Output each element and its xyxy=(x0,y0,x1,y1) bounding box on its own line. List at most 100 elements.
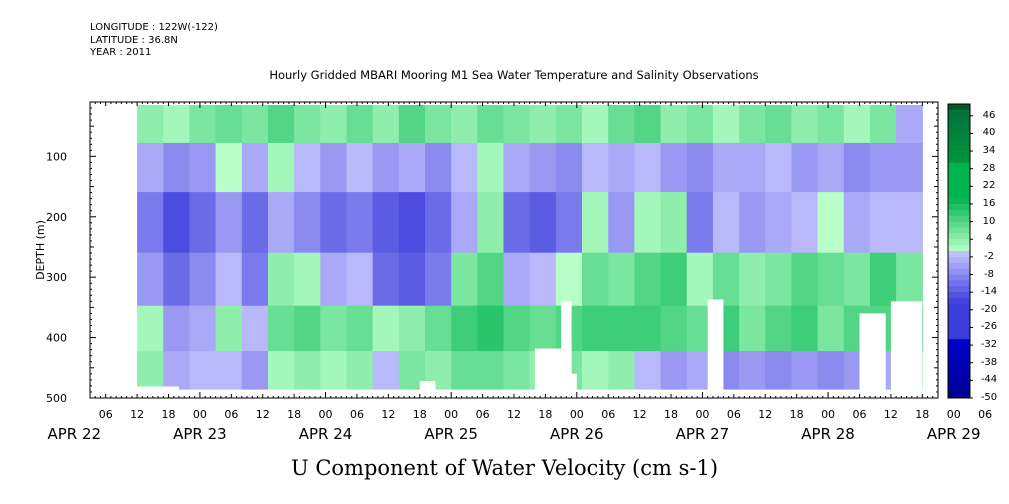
x-tick-label: 06 xyxy=(224,408,238,421)
colorbar-bin xyxy=(948,245,970,252)
heatmap-cell xyxy=(608,192,635,254)
heatmap-cell xyxy=(843,142,871,193)
colorbar-tick-label: 46 xyxy=(982,109,996,121)
heatmap-cell xyxy=(739,351,766,390)
colorbar-bin xyxy=(948,115,970,123)
heatmap-cell xyxy=(608,305,635,352)
heatmap-cell xyxy=(686,105,714,144)
heatmap-cell xyxy=(503,351,531,390)
x-tick-label: 18 xyxy=(538,408,552,421)
heatmap-cell xyxy=(896,142,923,193)
day-label: APR 28 xyxy=(801,425,855,443)
x-tick-label: 18 xyxy=(790,408,804,421)
x-tick-label: 00 xyxy=(319,408,333,421)
colorbar-bin xyxy=(948,380,970,387)
x-tick-label: 12 xyxy=(381,408,395,421)
heatmap-cell xyxy=(294,192,321,254)
x-tick-label: 12 xyxy=(758,408,772,421)
heatmap-cell xyxy=(712,142,740,193)
heatmap-cell xyxy=(241,351,269,390)
heatmap-cell xyxy=(346,351,374,390)
colorbar-tick-label: -50 xyxy=(980,392,998,403)
x-tick-label: 12 xyxy=(256,408,270,421)
missing-data-region xyxy=(707,299,724,398)
heatmap-cell xyxy=(660,252,688,307)
heatmap-cell xyxy=(451,142,478,193)
heatmap-cell xyxy=(608,351,635,390)
colorbar-bin xyxy=(948,145,970,152)
heatmap-cell xyxy=(163,252,191,307)
y-tick-label: 100 xyxy=(46,150,67,163)
heatmap-cell xyxy=(712,105,740,144)
heatmap-cell xyxy=(791,105,819,144)
missing-data-region xyxy=(1006,376,1009,398)
heatmap-cell xyxy=(817,252,845,307)
day-label: APR 23 xyxy=(173,425,227,443)
metadata-block: LONGITUDE : 122W(-122) LATITUDE : 36.8N … xyxy=(90,22,218,60)
heatmap-cell xyxy=(791,142,819,193)
heatmap-cell xyxy=(241,192,269,254)
missing-data-regions xyxy=(137,299,1009,398)
missing-data-region xyxy=(137,386,179,398)
y-tick-label: 400 xyxy=(46,332,67,345)
colorbar-bin xyxy=(948,298,970,305)
heatmap-cell xyxy=(137,142,164,193)
heatmap-cell xyxy=(137,305,164,352)
colorbar-bin xyxy=(948,233,970,240)
colorbar-tick-label: -20 xyxy=(980,303,998,315)
colorbar-bin xyxy=(948,262,970,270)
heatmap-cell xyxy=(870,142,897,193)
heatmap-cell xyxy=(817,305,845,352)
x-tick-label: 00 xyxy=(444,408,458,421)
heatmap-cell xyxy=(608,105,635,144)
heatmap-cell xyxy=(425,305,452,352)
x-tick-label: 00 xyxy=(193,408,207,421)
heatmap-cell xyxy=(163,105,191,144)
x-tick-label: 18 xyxy=(162,408,176,421)
heatmap-cell xyxy=(739,305,766,352)
heatmap-cell xyxy=(712,192,740,254)
colorbar-bin xyxy=(948,127,970,134)
colorbar-tick-label: 28 xyxy=(982,162,996,174)
heatmap-cell xyxy=(791,305,819,352)
x-tick-label: 00 xyxy=(695,408,709,421)
colorbar-tick-label: 10 xyxy=(982,215,996,227)
heatmap-cell xyxy=(555,142,583,193)
heatmap-cell xyxy=(608,252,635,307)
heatmap-cell xyxy=(163,142,191,193)
heatmap-cell xyxy=(189,192,217,254)
heatmap-cell xyxy=(294,252,321,307)
heatmap-cell xyxy=(320,252,348,307)
day-label: APR 22 xyxy=(47,425,101,443)
heatmap-cell xyxy=(739,192,766,254)
heatmap-cell xyxy=(268,351,295,390)
heatmap-cell xyxy=(137,105,164,144)
heatmap-cell xyxy=(791,252,819,307)
x-tick-label: 12 xyxy=(507,408,521,421)
heatmap-cell xyxy=(817,105,845,144)
heatmap-cell xyxy=(215,252,243,307)
colorbar-tick-label: 22 xyxy=(982,180,996,192)
heatmap-cell xyxy=(163,305,191,352)
x-tick-label: 00 xyxy=(821,408,835,421)
heatmap-cell xyxy=(294,351,321,390)
heatmap-cell xyxy=(529,142,557,193)
heatmap-cell xyxy=(372,192,400,254)
y-tick-label: 200 xyxy=(46,211,67,224)
heatmap-cell xyxy=(555,252,583,307)
x-tick-label: 06 xyxy=(99,408,113,421)
heatmap-cell xyxy=(268,105,295,144)
heatmap-cell xyxy=(686,252,714,307)
heatmap-cell xyxy=(398,142,426,193)
colorbar-bin xyxy=(948,333,970,340)
x-tick-label: 12 xyxy=(884,408,898,421)
x-tick-label: 06 xyxy=(476,408,490,421)
heatmap-cell xyxy=(896,105,923,144)
heatmap-cell xyxy=(870,105,897,144)
heatmap-cell xyxy=(294,305,321,352)
x-tick-label: 06 xyxy=(601,408,615,421)
heatmap-cells xyxy=(137,105,923,390)
heatmap-cell xyxy=(843,252,871,307)
x-tick-label: 06 xyxy=(978,408,992,421)
heatmap-cell xyxy=(529,105,557,144)
